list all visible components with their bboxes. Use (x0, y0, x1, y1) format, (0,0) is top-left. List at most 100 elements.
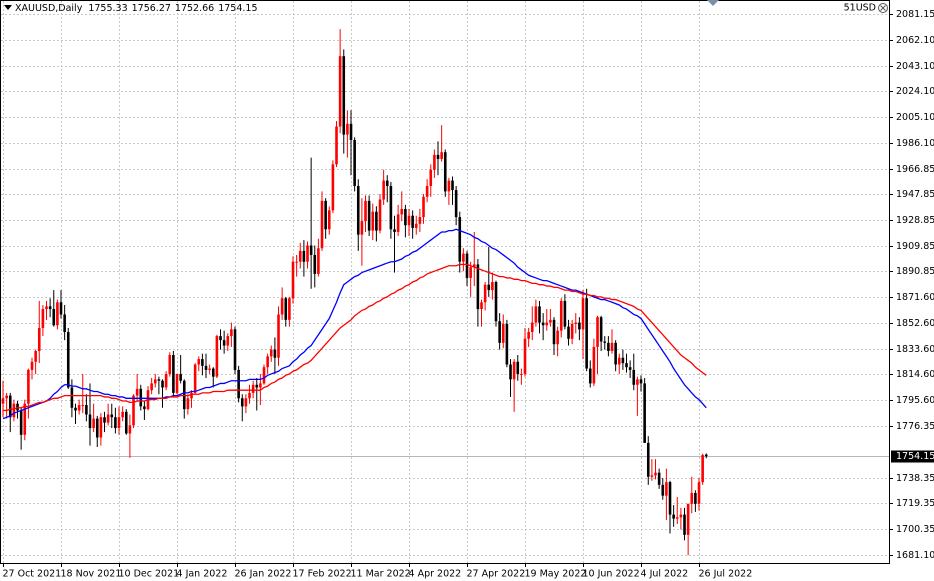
candle-body (356, 185, 360, 235)
candle-body (686, 503, 690, 535)
candle-body (273, 349, 277, 358)
candle-body (52, 309, 56, 326)
candle-body (172, 355, 175, 393)
menu-arrow[interactable] (4, 5, 12, 10)
candle-body (570, 323, 574, 339)
candle-body (628, 367, 632, 370)
candle-body (451, 180, 454, 191)
candle-body (92, 418, 95, 429)
candle-body (679, 514, 683, 518)
close-x[interactable] (880, 5, 886, 11)
candle-body (237, 369, 240, 399)
candle-body (23, 403, 27, 435)
candle-body (201, 359, 204, 366)
candle-body (371, 211, 375, 231)
candle-body (411, 215, 414, 228)
candle-body (650, 475, 654, 477)
candle-body (88, 414, 92, 429)
candle-body (313, 254, 317, 274)
candle-body (491, 282, 494, 291)
x-tick-label: 10 Jun 2022 (583, 569, 640, 580)
candle-body (222, 340, 226, 346)
candle-body (302, 250, 306, 262)
candle-body (327, 210, 331, 230)
candle-body (233, 329, 237, 370)
shift-marker[interactable] (707, 0, 719, 6)
candle-body (27, 369, 30, 404)
candle-body (124, 411, 128, 434)
candle-body (454, 190, 458, 218)
candle-body (443, 152, 447, 192)
candle-body (480, 302, 483, 310)
candle-body (324, 200, 327, 230)
candle-body (414, 223, 418, 228)
candle-body (701, 455, 704, 483)
close-button[interactable] (878, 3, 888, 13)
candle-body (284, 298, 288, 320)
candle-body (8, 395, 12, 418)
candle-body (447, 180, 451, 192)
y-tick-label: 1833.60 (896, 344, 934, 355)
candle-body (197, 359, 201, 365)
candle-body (193, 364, 197, 393)
candle-body (367, 200, 371, 231)
candle-body (683, 514, 686, 535)
candle-body (269, 349, 273, 357)
candle-body (418, 217, 422, 224)
candle-body (494, 282, 498, 322)
candle-body (5, 395, 8, 399)
candle-body (465, 253, 469, 278)
y-tick-label: 2081.15 (896, 9, 934, 20)
candle-body (581, 298, 585, 330)
x-tick-label: 26 Jul 2022 (699, 569, 753, 580)
candle-body (320, 200, 324, 249)
candle-body (70, 387, 74, 408)
candle-body (617, 357, 621, 365)
candle-body (139, 388, 143, 407)
candle-body (603, 341, 607, 343)
candle-body (110, 414, 114, 418)
x-tick-label: 17 Feb 2022 (293, 569, 352, 580)
y-tick-label: 1814.60 (896, 369, 934, 380)
candle-body (469, 267, 472, 278)
candle-body (487, 284, 491, 291)
candle-body (375, 211, 378, 231)
candle-body (41, 309, 45, 328)
candle-body (208, 368, 211, 370)
candle-body (244, 398, 248, 407)
candle-body (549, 319, 552, 323)
candle-body (574, 322, 578, 324)
candle-body (335, 126, 338, 165)
candle-body (694, 492, 697, 504)
ma-line (3, 263, 707, 412)
candle-body (578, 322, 581, 330)
candle-body (179, 373, 182, 381)
chart-header: XAUUSD,Daily 1755.33 1756.27 1752.66 1754.15 (15, 3, 258, 14)
candle-body (668, 482, 672, 515)
y-tick-label: 2043.10 (896, 61, 934, 72)
candle-body (190, 392, 193, 399)
candle-body (552, 319, 556, 345)
y-tick-label: 2062.10 (896, 35, 934, 46)
candle-body (215, 336, 219, 377)
candle-body (56, 302, 59, 326)
x-tick-label: 10 Dec 2021 (119, 569, 180, 580)
candle-body (545, 322, 549, 326)
candle-body (63, 314, 66, 333)
y-tick-label: 1852.60 (896, 318, 934, 329)
candle-body (483, 284, 487, 303)
x-tick-label: 4 Apr 2022 (409, 569, 462, 580)
candle-body (186, 398, 190, 410)
candle-body (157, 379, 161, 381)
candle-body (538, 306, 541, 323)
candle-body (614, 342, 617, 365)
y-tick-label: 2024.10 (896, 86, 934, 97)
candle-body (599, 317, 603, 342)
x-tick-label: 11 Mar 2022 (351, 569, 411, 580)
close-circle[interactable] (878, 3, 888, 13)
candle-body (353, 140, 356, 186)
candle-body (527, 332, 530, 339)
candle-body (675, 517, 679, 519)
low-price: 1752.66 (175, 3, 214, 14)
